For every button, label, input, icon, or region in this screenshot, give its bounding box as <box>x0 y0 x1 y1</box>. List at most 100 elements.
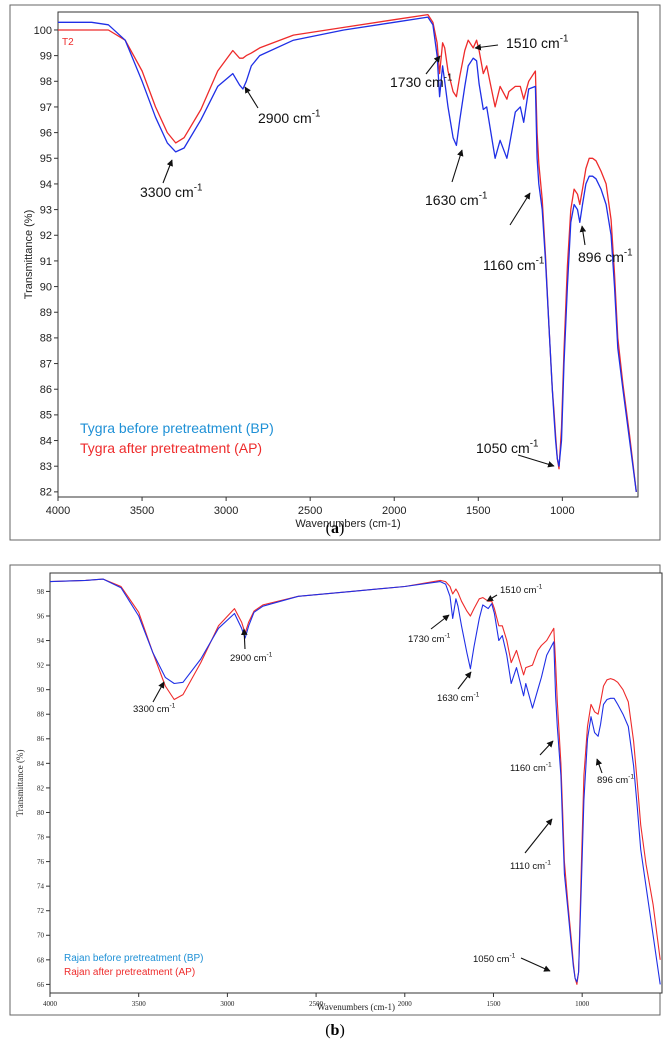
y-tick-label: 88 <box>40 333 52 345</box>
plot-area <box>49 572 663 994</box>
annotation-arrow <box>524 818 553 854</box>
y-axis-label: Transmittance (%) <box>15 750 25 817</box>
x-tick-label: 3500 <box>132 1000 147 1008</box>
ftir-chart-a: 82 83 84 85 86 87 88 89 90 91 92 93 94 95 96 97 98 99 100 4… <box>9 4 661 541</box>
y-tick-label: 95 <box>40 153 52 165</box>
y-tick-label: 83 <box>40 461 52 473</box>
y-tick-label: 97 <box>40 102 52 114</box>
legend-entry-ap: Tygra after pretreatment (AP) <box>80 440 262 456</box>
y-tick-label: 85 <box>40 410 52 422</box>
annotation-arrow <box>579 225 587 246</box>
ftir-chart-b: 66 68 70 72 74 76 78 80 82 84 86 88 90 92 94 96 98 4000 35… <box>9 564 663 1016</box>
annotation-label: 1050 cm-1 <box>476 439 538 456</box>
y-tick-label: 90 <box>40 281 52 293</box>
subcaption-b: (b) <box>325 1022 345 1039</box>
annotation-label: 1630 cm-1 <box>425 191 487 208</box>
annotation-superscript: -1 <box>444 73 453 84</box>
annotation-superscript: -1 <box>509 953 515 960</box>
annotation-label: 896 cm-1 <box>578 248 633 265</box>
legend-entry-bp: Rajan before pretreatment (BP) <box>64 953 204 964</box>
plot-area <box>57 11 639 498</box>
x-tick-label: 1500 <box>486 1000 501 1008</box>
y-axis-label: Transmittance (%) <box>23 210 35 299</box>
annotation-superscript: -1 <box>560 34 569 45</box>
annotation-label: 1730 cm-1 <box>408 633 451 645</box>
x-tick-label: 2500 <box>298 505 322 517</box>
y-tick-label: 88 <box>37 711 45 719</box>
annotation-text: 896 cm <box>597 775 628 786</box>
annotation-text: 1730 cm <box>408 634 445 645</box>
annotation-label: 1730 cm-1 <box>390 73 452 90</box>
annotation-arrow <box>539 740 554 756</box>
y-tick-label: 82 <box>37 784 45 792</box>
y-tick-label: 98 <box>37 588 45 596</box>
annotation-label: 1510 cm-1 <box>506 34 568 51</box>
annotation-arrow <box>595 758 603 774</box>
annotation-arrow <box>152 681 165 703</box>
x-tick-label: 2000 <box>382 505 406 517</box>
annotation-text: 1160 cm <box>510 763 546 774</box>
x-axis-label: Wavenumbers (cm-1) <box>295 518 400 530</box>
y-tick-label: 82 <box>40 487 52 499</box>
y-tick-label: 76 <box>37 858 45 866</box>
annotation-superscript: -1 <box>530 439 539 450</box>
annotation-arrow <box>430 614 450 630</box>
annotation-arrow <box>162 159 173 184</box>
annotation-text: 1730 cm <box>390 74 444 90</box>
corner-label: T2 <box>62 37 74 48</box>
annotation-text: 1630 cm <box>437 693 474 704</box>
y-tick-label: 92 <box>40 230 52 242</box>
annotation-label: 2900 cm-1 <box>258 109 320 126</box>
annotation-superscript: -1 <box>536 256 545 267</box>
annotation-superscript: -1 <box>312 109 321 120</box>
y-tick-label: 80 <box>37 809 45 817</box>
annotation-label: 1110 cm-1 <box>510 860 551 872</box>
y-tick-label: 87 <box>40 358 52 370</box>
y-tick-label: 72 <box>37 907 45 915</box>
x-tick-label: 4000 <box>43 1000 58 1008</box>
annotation-label: 1050 cm-1 <box>473 953 516 965</box>
annotation-superscript: -1 <box>266 652 272 659</box>
y-tick-label: 93 <box>40 204 52 216</box>
x-tick-label: 3500 <box>130 505 154 517</box>
annotation-arrow <box>451 149 464 183</box>
annotation-superscript: -1 <box>546 762 552 769</box>
annotation-text: 1050 cm <box>476 440 530 456</box>
annotation-superscript: -1 <box>624 248 633 259</box>
annotation-superscript: -1 <box>169 703 175 710</box>
figure-frame <box>9 4 661 541</box>
annotation-arrow <box>517 454 555 468</box>
annotation-text: 1050 cm <box>473 954 510 965</box>
y-tick-label: 99 <box>40 50 52 62</box>
y-tick-label: 84 <box>37 760 45 768</box>
annotation-text: 1510 cm <box>506 35 560 51</box>
annotation-text: 2900 cm <box>230 653 267 664</box>
annotation-text: 896 cm <box>578 249 624 265</box>
panel-b: 66 68 70 72 74 76 78 80 82 84 86 88 90 92 94 96 98 4000 35… <box>0 557 670 1047</box>
x-tick-label: 2500 <box>309 1000 324 1008</box>
annotation-arrow <box>474 43 499 51</box>
annotation-arrow <box>244 86 259 109</box>
annotation-superscript: -1 <box>473 692 479 699</box>
legend-entry-ap: Rajan after pretreatment (AP) <box>64 967 195 978</box>
series-line-ap <box>58 13 637 492</box>
x-tick-label: 4000 <box>46 505 70 517</box>
y-tick-label: 86 <box>37 735 45 743</box>
annotation-arrow <box>486 594 498 602</box>
annotation-label: 1160 cm-1 <box>483 256 544 273</box>
subcaption-a: (a) <box>325 520 345 537</box>
x-tick-label: 3000 <box>220 1000 235 1008</box>
y-tick-label: 91 <box>40 256 52 268</box>
annotation-superscript: -1 <box>545 860 551 867</box>
x-tick-label: 3000 <box>214 505 238 517</box>
y-tick-label: 96 <box>37 612 45 620</box>
legend-entry-bp: Tygra before pretreatment (BP) <box>80 420 274 436</box>
y-tick-label: 86 <box>40 384 52 396</box>
x-tick-label: 2000 <box>398 1000 413 1008</box>
annotation-arrow <box>457 671 472 690</box>
annotation-arrow <box>425 55 441 75</box>
y-tick-label: 94 <box>37 637 45 645</box>
y-tick-label: 66 <box>37 981 45 989</box>
annotation-label: 3300 cm-1 <box>140 183 202 200</box>
y-tick-label: 68 <box>37 956 45 964</box>
